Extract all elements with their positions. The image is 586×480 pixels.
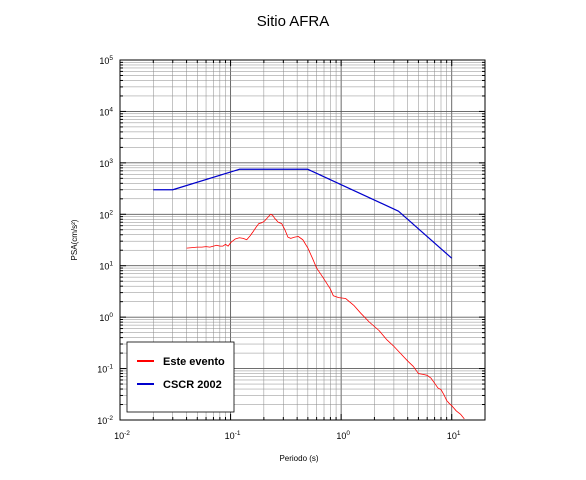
y-tick-label: 104 (99, 106, 113, 117)
x-tick-label: 10-2 (114, 430, 130, 441)
series-layer (153, 168, 465, 420)
y-tick-label: 101 (99, 261, 113, 272)
series-line-cscr-2002 (153, 168, 453, 259)
chart-title: Sitio AFRA (257, 13, 330, 30)
tick-layer: 10-2 10-1 100 101 10-2 10-1 100 101 102 103 104 105 (97, 55, 486, 441)
series-line-este-evento (186, 213, 465, 420)
y-axis-label: PSA(cm/s²) (70, 219, 79, 260)
legend-label-este-evento: Este evento (163, 356, 225, 368)
y-tick-label: 100 (99, 312, 113, 323)
y-tick-label: 10-2 (97, 415, 113, 426)
x-axis-label: Periodo (s) (279, 454, 318, 463)
legend-box (126, 341, 235, 413)
y-tick-label: 103 (99, 158, 113, 169)
legend: Este evento CSCR 2002 (126, 341, 235, 413)
y-tick-label: 102 (99, 209, 113, 220)
legend-label-cscr-2002: CSCR 2002 (163, 379, 222, 391)
x-tick-label: 101 (447, 430, 461, 441)
x-tick-label: 100 (336, 430, 350, 441)
plot-frame (119, 59, 486, 421)
x-tick-label: 10-1 (225, 430, 241, 441)
y-tick-label: 105 (99, 55, 113, 66)
grid-layer (119, 59, 486, 421)
y-tick-label: 10-1 (97, 364, 113, 375)
